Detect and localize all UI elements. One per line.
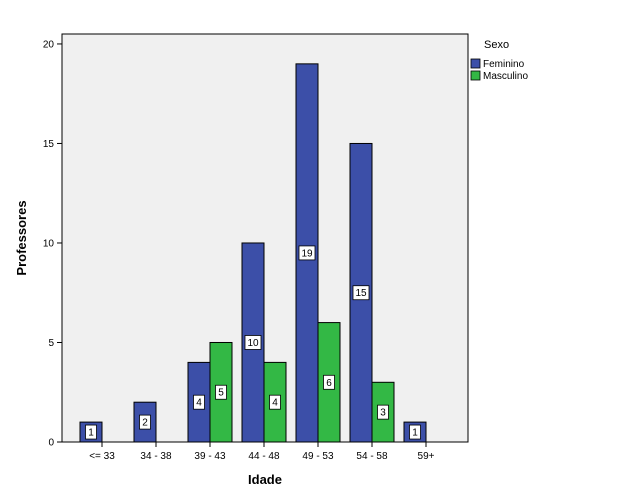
- legend-label-masculino: Masculino: [483, 71, 528, 82]
- data-label-box: [85, 424, 97, 440]
- x-ticks-group: <= 33 34 - 38 39 - 43 44 - 48 49 - 53 54 - 58…: [89, 442, 435, 462]
- data-label: 1: [412, 428, 418, 439]
- y-tick-label: 5: [48, 338, 54, 349]
- data-label-box: [215, 384, 227, 400]
- data-label: 1: [88, 428, 94, 439]
- data-label: 6: [326, 378, 332, 389]
- y-tick-label: 20: [43, 39, 55, 50]
- x-tick-label: 54 - 58: [356, 451, 388, 462]
- y-tick-label: 15: [43, 139, 55, 150]
- legend-swatch-feminino: [470, 58, 481, 69]
- legend-label-feminino: Feminino: [483, 59, 525, 70]
- data-label: 19: [301, 248, 313, 259]
- data-label-box: [193, 394, 205, 410]
- data-label: 3: [380, 408, 386, 419]
- x-tick-label: 34 - 38: [140, 451, 172, 462]
- y-axis-title: Professores: [14, 200, 29, 275]
- data-labels-group: 1 2 4 5 10 4 19 6 15 3 1: [85, 245, 421, 440]
- x-axis-title: Idade: [248, 472, 282, 487]
- data-label-box: [244, 335, 262, 350]
- y-tick-label: 10: [43, 238, 55, 249]
- data-label-box: [269, 394, 281, 410]
- data-label-box: [323, 374, 335, 390]
- data-label-box: [352, 285, 370, 301]
- data-label: 10: [247, 338, 259, 349]
- legend-title: Sexo: [484, 39, 509, 51]
- data-label: 4: [196, 398, 202, 409]
- data-label: 15: [355, 288, 367, 299]
- y-tick-label: 0: [48, 438, 54, 449]
- x-tick-label: <= 33: [89, 451, 115, 462]
- y-ticks-group: 0 5 10 15 20: [43, 39, 62, 449]
- data-label: 4: [272, 398, 278, 409]
- data-label: 5: [218, 388, 224, 399]
- x-tick-label: 49 - 53: [302, 451, 334, 462]
- data-label-box: [298, 245, 316, 261]
- data-label-box: [409, 424, 421, 440]
- x-tick-label: 39 - 43: [194, 451, 226, 462]
- data-label: 2: [142, 418, 148, 429]
- data-label-box: [139, 414, 151, 430]
- legend-swatch-masculino: [470, 70, 481, 81]
- x-tick-label: 59+: [418, 451, 435, 462]
- x-tick-label: 44 - 48: [248, 451, 280, 462]
- data-label-box: [377, 404, 389, 420]
